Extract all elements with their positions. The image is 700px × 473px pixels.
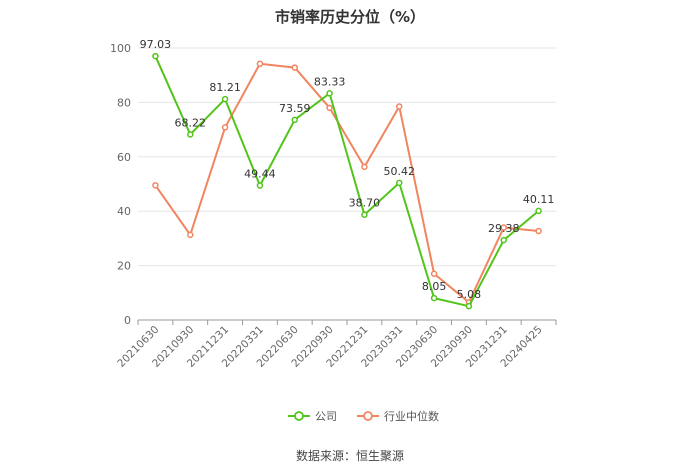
- y-tick-labels: 0 20 40 60 80 100: [110, 42, 131, 327]
- data-labels: 97.03 68.22 81.21 49.44 73.59 83.33 38.70 50.42…: [140, 38, 555, 301]
- data-point: [430, 294, 438, 302]
- data-point: [430, 270, 438, 278]
- y-tick-label: 80: [117, 96, 131, 109]
- data-label: 83.33: [314, 75, 346, 88]
- data-label: 38.70: [349, 197, 381, 210]
- data-point: [256, 60, 264, 68]
- data-point: [152, 52, 159, 60]
- y-tick-label: 100: [110, 42, 131, 55]
- series-lines: [152, 52, 542, 310]
- series-line-1: [154, 62, 539, 304]
- legend: 公司 行业中位数: [288, 409, 439, 423]
- data-point: [221, 124, 229, 131]
- data-label: 81.21: [209, 81, 241, 94]
- data-point: [361, 163, 368, 171]
- data-point: [187, 131, 194, 138]
- data-point: [291, 64, 298, 71]
- data-point: [535, 227, 542, 235]
- legend-label: 公司: [315, 410, 337, 423]
- x-tick-labels: 2021063020210930202112312022033120220630…: [115, 324, 544, 370]
- data-point: [535, 207, 542, 215]
- data-point: [326, 104, 333, 112]
- data-point: [187, 231, 194, 239]
- axes: [137, 319, 557, 325]
- y-tick-label: 20: [117, 260, 131, 273]
- y-tick-label: 40: [117, 205, 131, 218]
- data-point: [465, 302, 473, 310]
- data-label: 49.44: [244, 168, 276, 181]
- data-label: 29.38: [488, 222, 520, 235]
- data-label: 73.59: [279, 102, 311, 115]
- legend-marker: [363, 411, 373, 421]
- y-tick-label: 60: [117, 151, 131, 164]
- data-point: [500, 224, 507, 231]
- legend-label: 行业中位数: [384, 409, 439, 423]
- series-line-0: [154, 55, 540, 308]
- data-point: [396, 179, 403, 187]
- data-point: [326, 90, 333, 97]
- y-tick-label: 0: [124, 314, 131, 327]
- data-label: 40.11: [523, 193, 555, 206]
- source-note: 数据来源：恒生聚源: [295, 449, 404, 463]
- data-point: [221, 95, 229, 103]
- data-point: [152, 182, 159, 189]
- data-label: 8.05: [422, 280, 447, 293]
- data-label: 68.22: [175, 116, 207, 129]
- data-label: 97.03: [140, 38, 172, 51]
- legend-marker: [294, 411, 304, 421]
- data-point: [500, 236, 507, 244]
- data-label: 50.42: [384, 165, 416, 178]
- data-point: [256, 182, 264, 189]
- chart-title: 市销率历史分位（%）: [274, 8, 426, 26]
- data-point: [396, 103, 403, 110]
- data-point: [291, 116, 298, 124]
- data-label: 5.08: [457, 288, 482, 301]
- data-point: [361, 211, 368, 218]
